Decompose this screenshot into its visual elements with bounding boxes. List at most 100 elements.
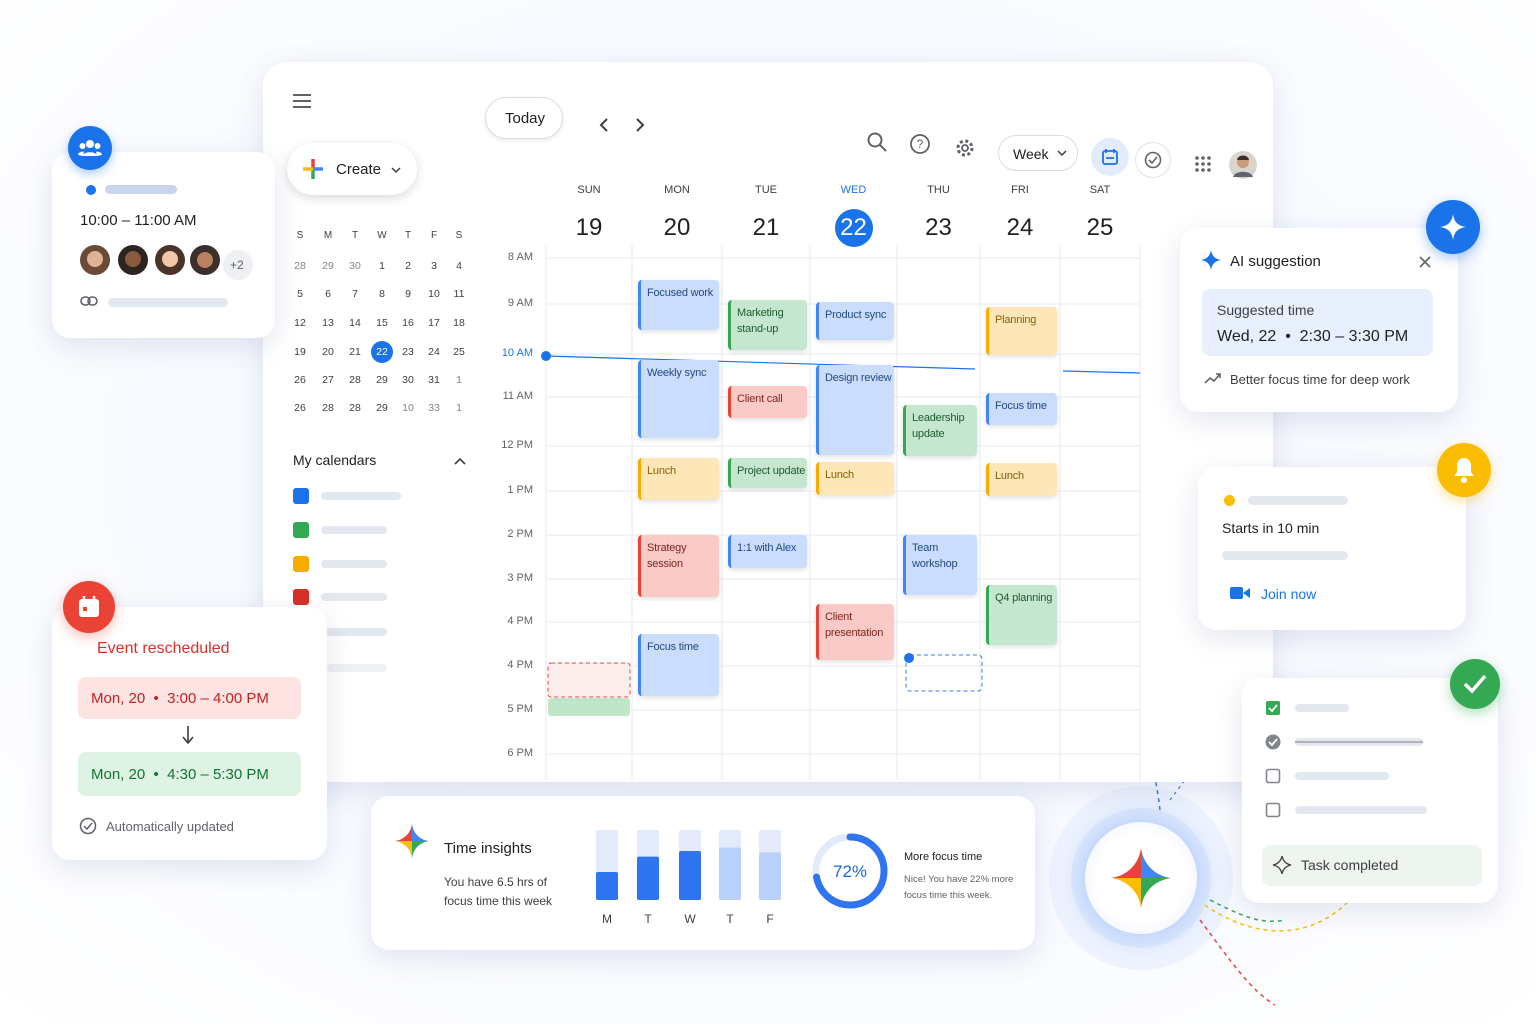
event[interactable]: Marketing stand-up bbox=[728, 300, 807, 350]
event[interactable]: Client call bbox=[728, 386, 807, 418]
event[interactable]: Q4 planning bbox=[986, 585, 1057, 645]
close-button[interactable] bbox=[1419, 256, 1431, 268]
weekday-label: F bbox=[430, 230, 438, 241]
event[interactable]: Focus time bbox=[986, 393, 1057, 425]
day-number[interactable]: 1 bbox=[379, 260, 385, 272]
day-number[interactable]: 12 bbox=[294, 317, 306, 329]
day-number[interactable]: 28 bbox=[349, 374, 361, 386]
day-number[interactable]: 6 bbox=[325, 288, 331, 300]
day-number[interactable]: 10 bbox=[428, 288, 440, 300]
day-number[interactable]: 33 bbox=[428, 402, 440, 414]
event[interactable]: Client presentation bbox=[816, 604, 894, 660]
event[interactable]: Product sync bbox=[816, 302, 894, 340]
day-number[interactable]: 30 bbox=[349, 260, 361, 272]
event[interactable]: Strategy session bbox=[638, 535, 719, 597]
calendar-checkbox[interactable] bbox=[293, 556, 309, 572]
event[interactable]: Planning bbox=[986, 307, 1057, 355]
gemini-icon bbox=[395, 824, 429, 858]
gemini-orb[interactable] bbox=[1085, 822, 1197, 934]
day-number[interactable]: 28 bbox=[294, 260, 306, 272]
day-number[interactable]: 13 bbox=[322, 317, 334, 329]
day-number[interactable]: 25 bbox=[453, 346, 465, 358]
day-number[interactable]: 20 bbox=[322, 346, 334, 358]
day-number[interactable]: 26 bbox=[294, 402, 306, 414]
profile-avatar[interactable] bbox=[1228, 150, 1258, 180]
day-number[interactable]: 31 bbox=[428, 374, 440, 386]
day-number[interactable]: 24 bbox=[428, 346, 440, 358]
event[interactable]: Team workshop bbox=[903, 535, 977, 595]
day-name: WED bbox=[840, 184, 867, 196]
apps-icon[interactable] bbox=[1195, 156, 1211, 172]
event[interactable]: Focus time bbox=[638, 634, 719, 696]
day-number[interactable]: 23 bbox=[402, 346, 414, 358]
day-date[interactable]: 22 bbox=[840, 214, 867, 241]
day-number[interactable]: 21 bbox=[349, 346, 361, 358]
search-icon[interactable] bbox=[866, 131, 890, 155]
create-button[interactable]: Create bbox=[287, 143, 417, 195]
day-number[interactable]: 15 bbox=[376, 317, 388, 329]
day-number[interactable]: 14 bbox=[349, 317, 361, 329]
calendar-checkbox[interactable] bbox=[293, 589, 309, 605]
day-number[interactable]: 29 bbox=[322, 260, 334, 272]
day-date[interactable]: 21 bbox=[752, 214, 780, 241]
event[interactable]: Design review bbox=[816, 365, 894, 455]
event[interactable]: 1:1 with Alex bbox=[728, 535, 807, 568]
tasks-toggle[interactable] bbox=[1135, 142, 1171, 178]
nav-arrows[interactable] bbox=[597, 117, 647, 133]
calendar-checkbox[interactable] bbox=[293, 522, 309, 538]
weekday-label: T bbox=[351, 230, 359, 241]
event[interactable]: Project update bbox=[728, 458, 807, 488]
day-number[interactable]: 16 bbox=[402, 317, 414, 329]
join-button[interactable]: Join now bbox=[1261, 586, 1317, 602]
calendar-toggle[interactable] bbox=[1091, 138, 1129, 176]
day-number[interactable]: 19 bbox=[294, 346, 306, 358]
day-number[interactable]: 18 bbox=[453, 317, 465, 329]
day-number[interactable]: 7 bbox=[352, 288, 358, 300]
day-number[interactable]: 4 bbox=[456, 260, 462, 272]
event[interactable]: Lunch bbox=[816, 462, 894, 495]
today-label: Today bbox=[505, 110, 546, 127]
day-number[interactable]: 1 bbox=[456, 374, 462, 386]
event[interactable]: Lunch bbox=[638, 458, 719, 500]
day-number[interactable]: 10 bbox=[402, 402, 414, 414]
day-number[interactable]: 26 bbox=[294, 374, 306, 386]
gemini-logo bbox=[1111, 848, 1171, 908]
day-number[interactable]: 29 bbox=[376, 374, 388, 386]
day-number[interactable]: 8 bbox=[379, 288, 385, 300]
day-number[interactable]: 5 bbox=[297, 288, 303, 300]
settings-icon[interactable] bbox=[954, 137, 976, 159]
time-label: 6 PM bbox=[507, 747, 533, 759]
help-icon[interactable]: ? bbox=[909, 133, 931, 155]
day-date[interactable]: 23 bbox=[925, 214, 952, 241]
day-number[interactable]: 22 bbox=[376, 346, 388, 358]
day-date[interactable]: 19 bbox=[575, 214, 603, 241]
menu-icon[interactable] bbox=[292, 93, 312, 109]
day-number[interactable]: 30 bbox=[402, 374, 414, 386]
calendar-icon bbox=[79, 596, 99, 617]
event[interactable]: Leadership update bbox=[903, 405, 977, 456]
day-date[interactable]: 24 bbox=[1006, 214, 1034, 241]
event[interactable]: Weekly sync bbox=[638, 360, 719, 438]
day-date[interactable]: 25 bbox=[1086, 214, 1114, 241]
calendar-checkbox[interactable] bbox=[293, 488, 309, 504]
day-number[interactable]: 29 bbox=[376, 402, 388, 414]
day-date[interactable]: 20 bbox=[663, 214, 691, 241]
day-number[interactable]: 27 bbox=[322, 374, 334, 386]
day-number[interactable]: 1 bbox=[456, 402, 462, 414]
view-dropdown[interactable]: Week bbox=[998, 135, 1078, 171]
day-number[interactable]: 28 bbox=[349, 402, 361, 414]
day-number[interactable]: 11 bbox=[453, 288, 465, 300]
suggestion-time: Wed, 22 • 2:30 – 3:30 PM bbox=[1217, 328, 1409, 345]
event[interactable]: Lunch bbox=[986, 463, 1057, 496]
collapse-chevron[interactable] bbox=[454, 457, 466, 465]
day-number[interactable]: 3 bbox=[431, 260, 437, 272]
event[interactable]: Focused work bbox=[638, 280, 719, 330]
day-number[interactable]: 2 bbox=[405, 260, 411, 272]
day-number[interactable]: 9 bbox=[405, 288, 411, 300]
day-number[interactable]: 28 bbox=[322, 402, 334, 414]
weekday-label: M bbox=[323, 230, 333, 241]
trend-icon bbox=[1204, 373, 1221, 384]
today-button[interactable]: Today bbox=[485, 97, 563, 139]
day-number[interactable]: 17 bbox=[428, 317, 440, 329]
reschedule-note: Automatically updated bbox=[106, 819, 234, 834]
